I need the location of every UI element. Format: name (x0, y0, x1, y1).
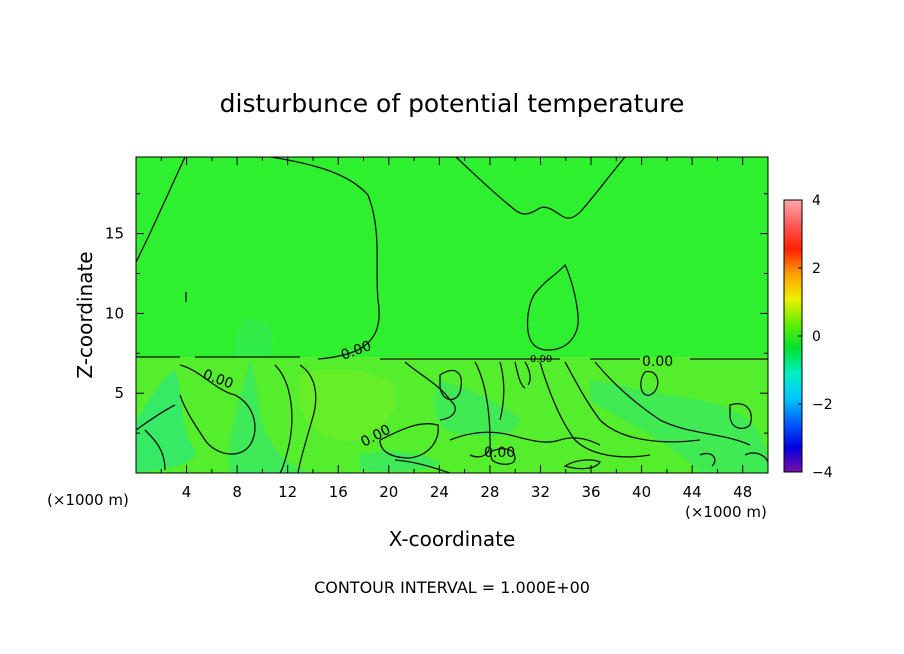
plot-frame (135, 156, 769, 474)
contour-line (449, 431, 601, 446)
contour-interval-label: CONTOUR INTERVAL = 1.000E+00 (314, 578, 590, 597)
contour-line (136, 157, 186, 263)
contour-line (469, 361, 491, 458)
chart-title: disturbunce of potential temperature (220, 89, 685, 118)
colorbar-tick-label: 2 (812, 261, 821, 277)
y-tick-label: 15 (105, 225, 124, 243)
contour-line (297, 364, 317, 473)
x-tick-label: 36 (581, 483, 600, 501)
contour-line (539, 361, 651, 458)
contour-label: 0.00 (530, 354, 552, 365)
x-axis-label: X-coordinate (389, 527, 516, 551)
x-tick-label: 44 (683, 483, 702, 501)
y-tick-label: 10 (105, 304, 124, 322)
y-tick-label: 5 (114, 384, 124, 402)
cyan-patch (360, 451, 440, 472)
contour-line (439, 369, 462, 401)
x-tick-label: 12 (278, 483, 297, 501)
x-tick-label: 24 (430, 483, 449, 501)
x-tick-label: 48 (733, 483, 752, 501)
cyan-patch (433, 380, 520, 437)
colorbar-tick-label: 4 (812, 193, 821, 209)
contour-line (640, 370, 659, 396)
contour-line (179, 364, 256, 455)
contour-line (394, 459, 451, 473)
colorbar-tick-label: 0 (812, 329, 821, 345)
contour-line (274, 364, 293, 473)
cyan-patch (590, 380, 768, 473)
y-axis: 5 10 15 (105, 193, 768, 434)
colorbar-tick-label: −4 (812, 465, 833, 481)
colorbar-ticks: 4 2 0 −2 −4 (798, 193, 833, 481)
y-unit-label: (×1000 m) (47, 491, 129, 509)
contour-line (594, 361, 751, 446)
x-tick-label: 40 (632, 483, 651, 501)
colorbar: 4 2 0 −2 −4 (783, 193, 833, 481)
cyan-patch (234, 319, 274, 356)
contour-line (136, 356, 768, 360)
x-tick-label: 4 (182, 483, 192, 501)
colorbar-tick-label: −2 (812, 397, 833, 413)
x-unit-label: (×1000 m) (685, 503, 767, 521)
contour-line (564, 361, 701, 443)
contour-label: 0.00 (642, 354, 673, 370)
contour-line (514, 361, 531, 389)
contour-line (455, 157, 626, 219)
contour-lines (136, 157, 768, 473)
contour-line (526, 263, 579, 351)
x-tick-label: 8 (232, 483, 242, 501)
contour-line (699, 452, 768, 467)
contour-line (729, 403, 752, 429)
contour-label: 0.00 (484, 445, 515, 461)
upper-layer-field (136, 157, 768, 359)
cyan-patch (229, 360, 310, 473)
plot-area: 0.00 0.00 0.00 0.00 0.00 0.00 (136, 157, 768, 473)
x-tick-label: 16 (329, 483, 348, 501)
y-axis-label: Z-coordinate (73, 251, 97, 378)
contour-line (489, 448, 516, 465)
contour-line (270, 157, 380, 360)
x-tick-label: 20 (379, 483, 398, 501)
contour-line (499, 361, 505, 421)
contour-line (563, 459, 601, 470)
yellowish-patch (300, 369, 396, 441)
contour-line (379, 423, 439, 459)
x-tick-label: 28 (480, 483, 499, 501)
contour-line (136, 404, 176, 471)
x-tick-label: 32 (531, 483, 550, 501)
x-axis: 4 8 12 16 20 24 28 32 36 40 44 48 (160, 157, 752, 501)
